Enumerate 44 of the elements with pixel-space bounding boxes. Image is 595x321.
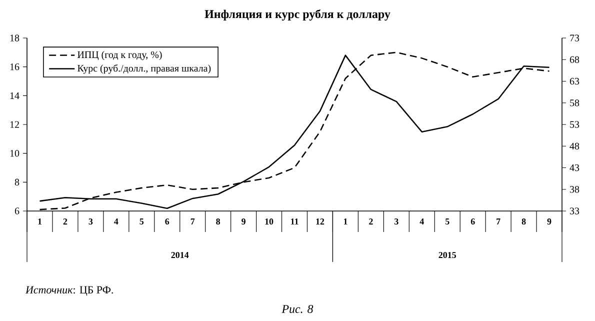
- x-tick-label: 8: [522, 218, 526, 225]
- x-tick-label: 4: [114, 218, 118, 224]
- x-tick-label: 6: [470, 218, 475, 225]
- x-tick-label: 11: [290, 218, 298, 224]
- y2-tick-label: 48: [570, 142, 580, 150]
- chart-title: Инфляция и курс рубля к доллару: [204, 9, 390, 21]
- y-tick-label: 16: [10, 63, 20, 70]
- text: Источник: ЦБ РФ.: [25, 286, 113, 296]
- x-tick-label: 4: [420, 218, 424, 224]
- x-tick-label: 5: [445, 218, 450, 224]
- x-tick-label: 3: [394, 218, 398, 225]
- x-tick-label: 12: [316, 218, 324, 224]
- x-tick-label: 8: [216, 218, 220, 225]
- y2-tick-label: 43: [570, 164, 580, 172]
- x-tick-label: 5: [140, 218, 144, 224]
- y2-tick-label: 68: [570, 56, 580, 63]
- x-tick-label: 1: [344, 218, 348, 224]
- x-tick-label: 9: [242, 218, 246, 225]
- x-tick-label: 7: [496, 218, 500, 224]
- y2-tick-label: 58: [570, 100, 580, 106]
- x-tick-label: 1: [38, 218, 42, 224]
- y-tick-label: 8: [14, 178, 20, 186]
- text: 2014: [171, 252, 189, 258]
- y-tick-label: 12: [10, 121, 19, 128]
- y2-tick-label: 38: [570, 186, 580, 193]
- x-tick-label: 9: [547, 218, 552, 225]
- x-tick-label: 2: [369, 218, 373, 224]
- y2-tick-label: 53: [570, 121, 580, 128]
- y-tick-label: 18: [10, 34, 20, 42]
- text: Рис. 8: [282, 304, 314, 314]
- y-tick-label: 10: [10, 150, 20, 157]
- y2-tick-label: 33: [570, 208, 580, 214]
- y2-tick-label: 63: [570, 78, 580, 85]
- y2-tick-label: 73: [570, 34, 580, 42]
- x-tick-label: 7: [190, 218, 195, 224]
- legend-label: ИПЦ (год к году, %): [78, 51, 162, 60]
- x-tick-label: 3: [88, 218, 93, 225]
- x-tick-label: 6: [165, 218, 170, 225]
- y-tick-label: 6: [14, 208, 20, 214]
- y-tick-label: 14: [10, 92, 20, 99]
- x-tick-label: 10: [265, 218, 274, 225]
- x-tick-label: 2: [63, 218, 68, 224]
- text: 2015: [438, 252, 456, 258]
- legend-label: Курс (руб./долл., правая шкала): [78, 64, 211, 74]
